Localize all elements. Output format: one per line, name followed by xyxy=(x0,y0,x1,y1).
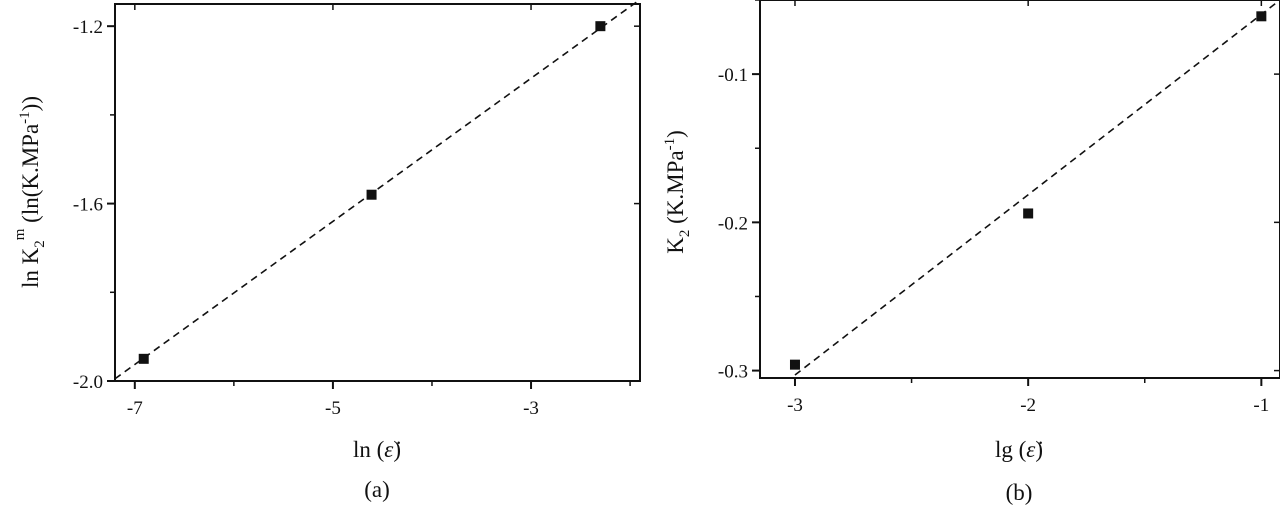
data-point xyxy=(789,359,800,370)
y-axis-title: K2 (K.MPa-1) xyxy=(662,130,693,254)
x-tick-label: -3 xyxy=(523,398,539,419)
panel-b-chart: -3 -2 -1 -0.3 -0.2 -0.1 lg (ε̇) K2 (K.MPa-1) (b) xyxy=(662,0,1280,505)
fit-line xyxy=(794,0,1280,376)
data-point xyxy=(1256,11,1267,22)
x-tick-label: -2 xyxy=(1020,395,1036,416)
y-tick-label: -0.2 xyxy=(718,213,748,234)
y-tick-label: -0.1 xyxy=(718,65,748,86)
y-axis-title: ln K2m (ln(K.MPa-1)) xyxy=(12,96,48,288)
data-point xyxy=(366,189,377,200)
data-point xyxy=(138,353,149,364)
x-tick-label: -3 xyxy=(787,395,803,416)
panel-label: (b) xyxy=(1006,480,1033,505)
y-tick-label: -0.3 xyxy=(718,362,748,383)
plot-frame xyxy=(759,0,1280,379)
y-tick-label: -1.6 xyxy=(73,195,103,216)
x-tick-label: -5 xyxy=(325,398,341,419)
panel-label: (a) xyxy=(364,477,390,502)
plot-frame xyxy=(114,3,641,382)
x-axis-title: ln (ε̇) xyxy=(353,437,401,462)
y-tick-label: -1.2 xyxy=(73,17,103,38)
data-point xyxy=(1023,208,1034,219)
y-tick-label: -2.0 xyxy=(73,372,103,393)
fit-line xyxy=(114,0,641,380)
x-tick-label: -7 xyxy=(127,398,143,419)
x-axis-title: lg (ε̇) xyxy=(995,437,1043,462)
x-tick-label: -1 xyxy=(1253,395,1269,416)
panel-a-chart: -7 -5 -3 -2.0 -1.6 -1.2 ln (ε̇) ln K2m (ln(K.MP… xyxy=(12,0,641,502)
data-point xyxy=(595,21,606,32)
